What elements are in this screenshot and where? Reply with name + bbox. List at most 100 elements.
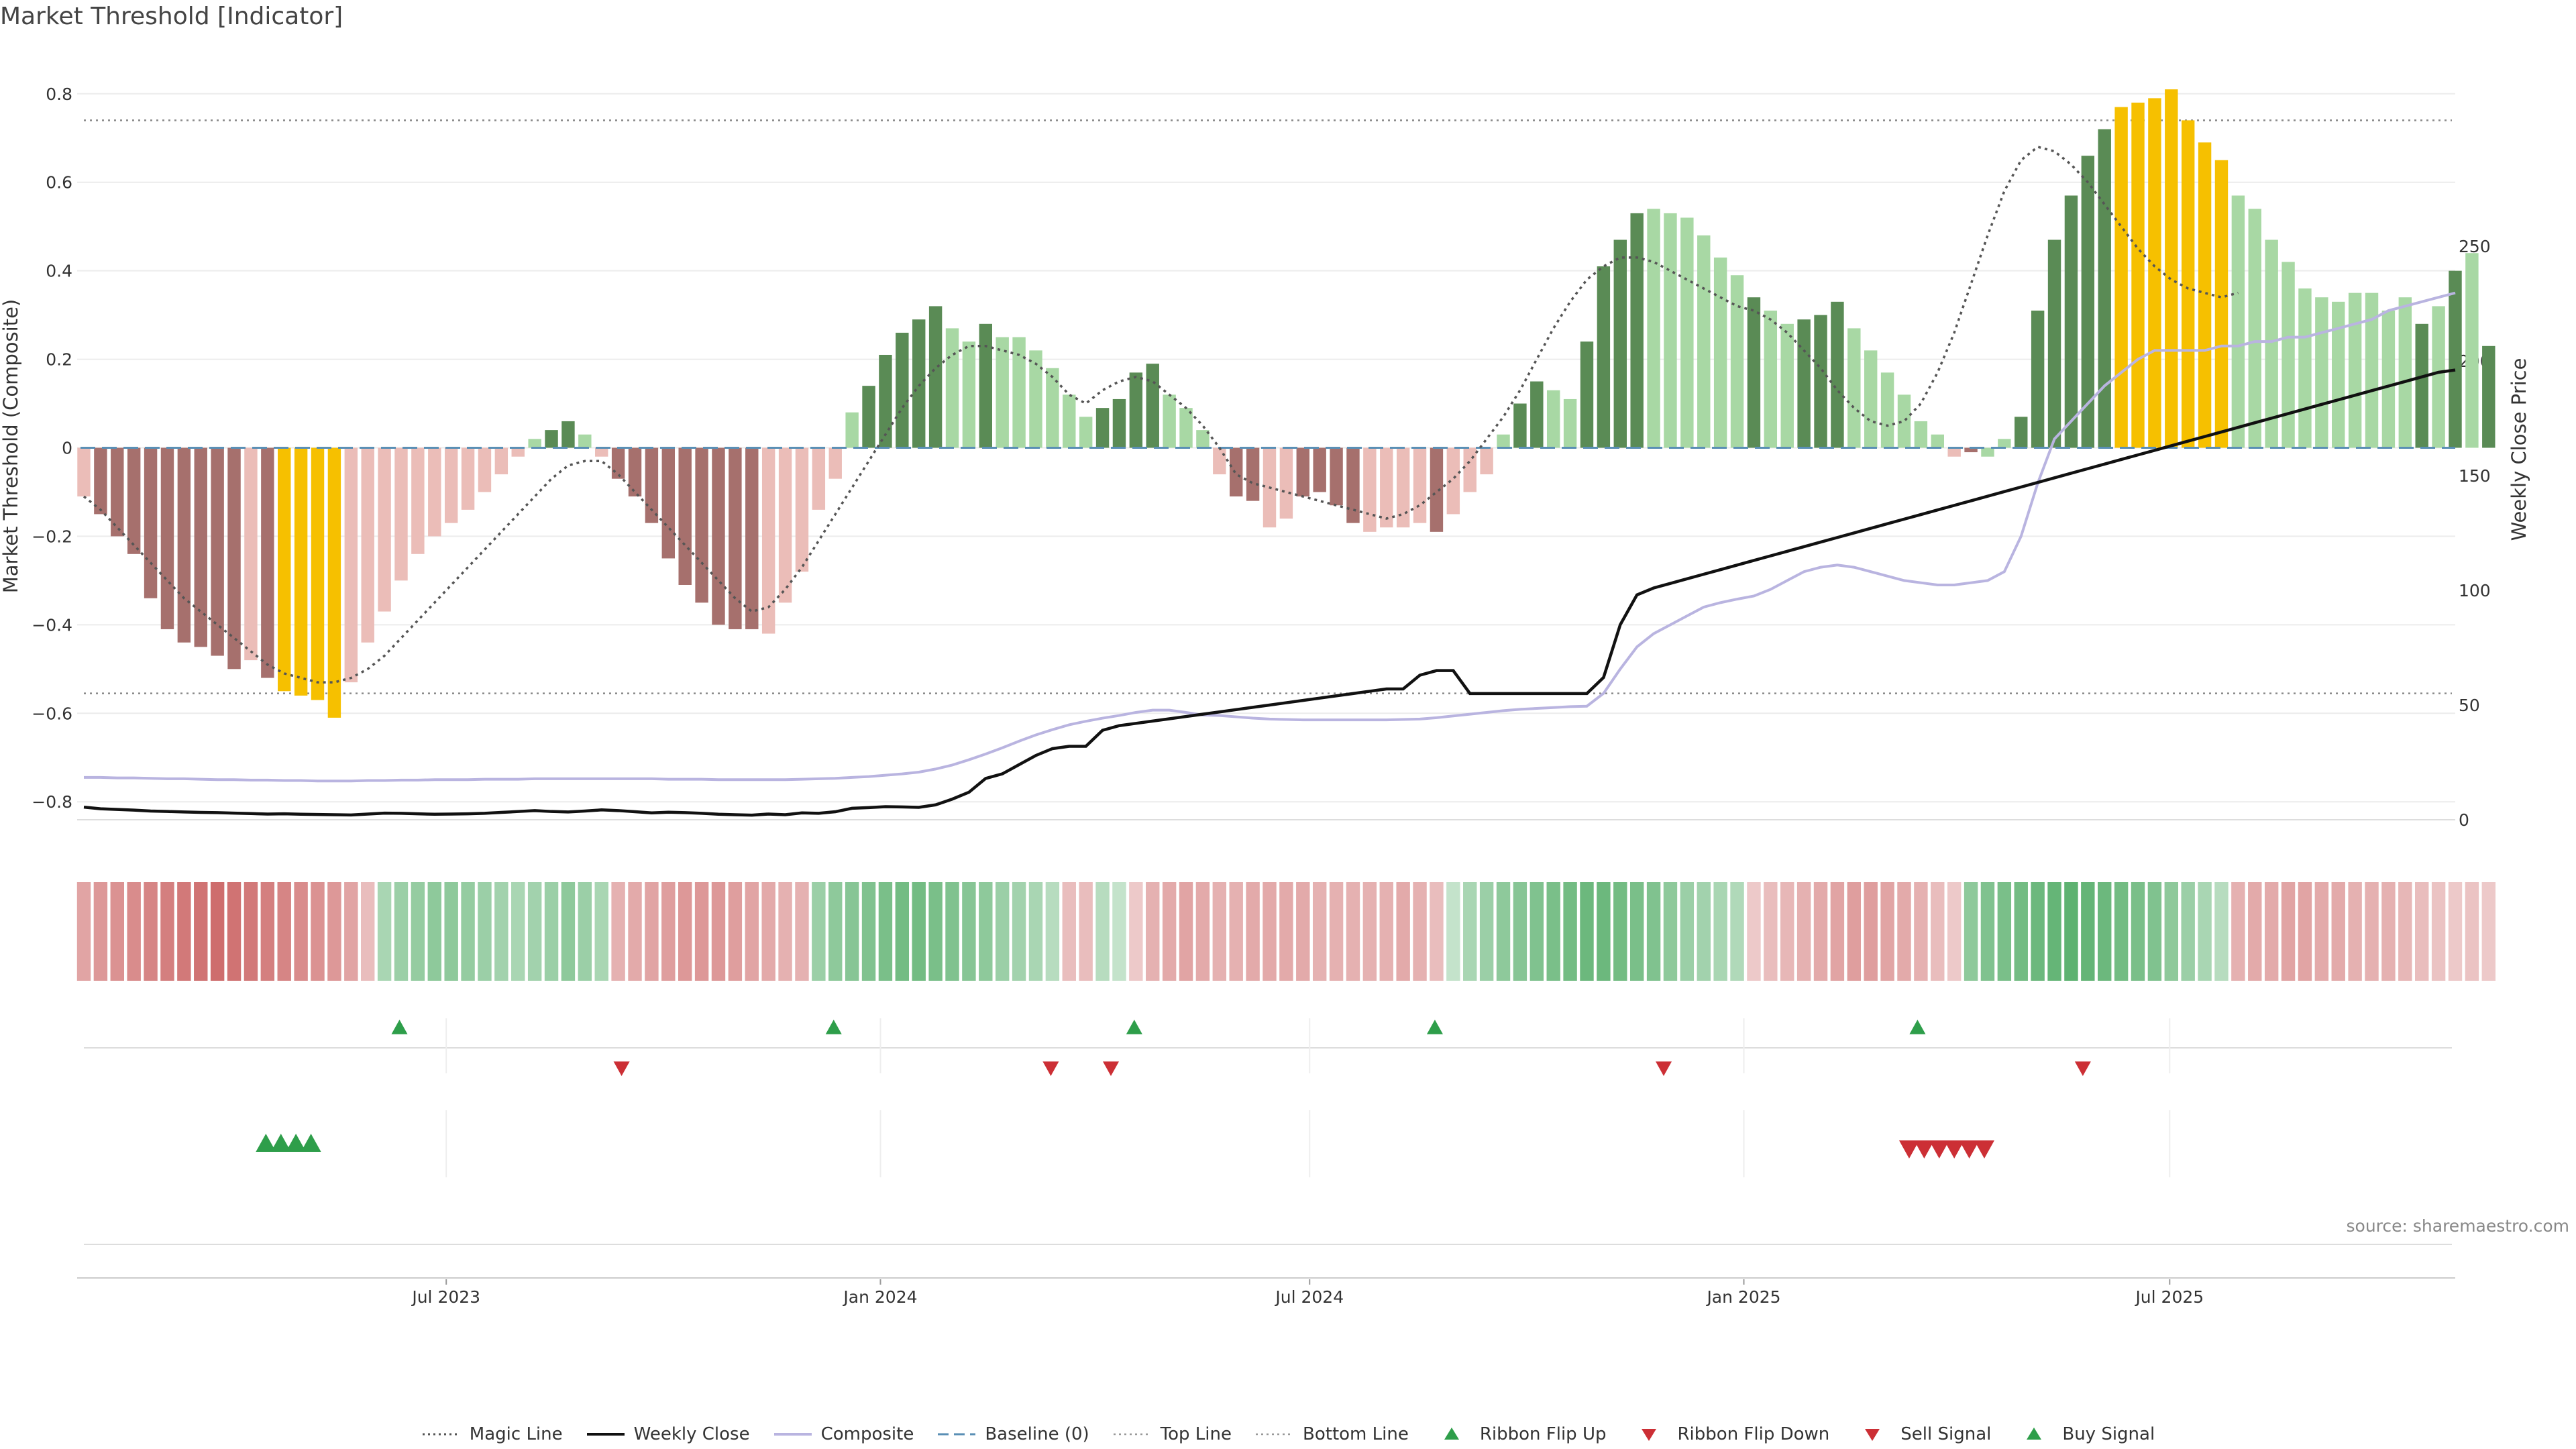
ribbon-cell <box>2031 882 2045 981</box>
y2-tick-label: 50 <box>2459 696 2480 715</box>
legend-item: Baseline (0) <box>936 1424 1089 1444</box>
ribbon-cell <box>1663 882 1678 981</box>
ribbon-cell <box>1713 882 1727 981</box>
composite-bar <box>361 447 374 643</box>
composite-bar <box>1831 301 1844 448</box>
ribbon-cell <box>1997 882 2012 981</box>
ribbon-flip-down-marker <box>1656 1061 1672 1076</box>
solid-line-icon <box>586 1433 625 1436</box>
up-triangle-icon <box>2027 1428 2042 1440</box>
ribbon-cell <box>962 882 976 981</box>
composite-bar <box>812 447 826 510</box>
sell-signal-marker <box>1898 1140 1919 1159</box>
ribbon-cell <box>1296 882 1310 981</box>
composite-bar <box>2047 239 2061 448</box>
ribbon-cell <box>1246 882 1260 981</box>
ribbon-cell <box>2064 882 2078 981</box>
ribbon-cell <box>544 882 559 981</box>
ribbon-cell <box>160 882 174 981</box>
composite-bar <box>945 328 959 448</box>
composite-bar <box>611 447 625 479</box>
composite-bar <box>912 319 926 448</box>
ribbon-cell <box>478 882 492 981</box>
composite-bar <box>678 447 692 585</box>
ribbon-cell <box>2298 882 2312 981</box>
ribbon-cell <box>1312 882 1327 981</box>
composite-bar <box>2298 288 2312 448</box>
composite-bar <box>1296 447 1309 497</box>
dashed-line-icon <box>938 1433 976 1436</box>
composite-bar <box>2015 417 2028 448</box>
ribbon-cell <box>2081 882 2095 981</box>
composite-bar <box>444 447 458 523</box>
ribbon-cell <box>611 882 625 981</box>
composite-bar <box>661 447 676 559</box>
ribbon-cell <box>527 882 542 981</box>
ribbon-cell <box>110 882 124 981</box>
ribbon-cell <box>645 882 659 981</box>
ribbon-cell <box>778 882 792 981</box>
light-dotted-line-icon <box>1113 1433 1151 1436</box>
ribbon-flip-up-marker <box>1426 1020 1443 1034</box>
ribbon-flip-down-marker <box>1103 1061 1120 1076</box>
ribbon-cell <box>1012 882 1026 981</box>
signals-panel <box>84 1134 2452 1245</box>
composite-bar <box>1764 311 1778 448</box>
ribbon-cell <box>2398 882 2412 981</box>
composite-bar <box>1230 447 1243 497</box>
composite-bar <box>1897 394 1911 448</box>
composite-bar <box>1713 257 1727 448</box>
y2-tick-label: 100 <box>2459 581 2491 600</box>
composite-bar <box>962 341 976 448</box>
up-triangle-icon <box>1444 1428 1459 1440</box>
composite-bar <box>1546 390 1560 448</box>
composite-bar <box>2214 160 2229 448</box>
ribbon-cell <box>1563 882 1577 981</box>
composite-bar <box>628 447 642 497</box>
ribbon-flip-up-marker <box>391 1020 408 1034</box>
composite-bar <box>1079 417 1093 448</box>
ribbon-flip-up-marker <box>1126 1020 1142 1034</box>
ribbon-cell <box>1212 882 1227 981</box>
ribbon-cell <box>461 882 475 981</box>
ribbon-cell <box>1730 882 1744 981</box>
legend-label: Buy Signal <box>2062 1424 2155 1444</box>
composite-bar <box>1613 239 1627 448</box>
ribbon-cell <box>511 882 525 981</box>
ribbon-cell <box>1463 882 1477 981</box>
composite-bar <box>160 447 174 629</box>
composite-bar <box>1112 398 1126 448</box>
ribbon-cell <box>260 882 275 981</box>
legend-label: Top Line <box>1160 1424 1232 1444</box>
ribbon-cell <box>2281 882 2296 981</box>
composite-bar <box>1330 447 1343 506</box>
y-tick-label: −0.4 <box>32 615 72 635</box>
legend-label: Magic Line <box>469 1424 563 1444</box>
composite-bar <box>127 447 141 554</box>
composite-bar <box>2449 270 2462 448</box>
legend-label: Bottom Line <box>1303 1424 1409 1444</box>
composite-bar <box>695 447 708 603</box>
ribbon-cell <box>1430 882 1444 981</box>
ribbon-cell <box>1062 882 1076 981</box>
ribbon-cell <box>76 882 91 981</box>
composite-bar <box>1747 297 1761 448</box>
buy-signal-marker <box>286 1134 307 1152</box>
composite-bar <box>2031 311 2045 448</box>
x-axis: Jul 2023 Jan 2024 Jul 2024 Jan 2025 Jul 2025 <box>77 1018 2455 1307</box>
y2-axis-label: Weekly Close Price <box>2508 358 2530 541</box>
source-label: source: sharemaestro.com <box>2346 1216 2570 1236</box>
ribbon-cell <box>327 882 341 981</box>
composite-bar <box>1463 447 1477 492</box>
ribbon-cell <box>1980 882 1995 981</box>
composite-bar <box>378 447 391 612</box>
ribbon-cell <box>2365 882 2379 981</box>
ribbon-cell <box>828 882 843 981</box>
buy-signal-marker <box>270 1134 291 1152</box>
composite-bar <box>1363 447 1377 532</box>
composite-bar <box>1780 323 1794 448</box>
composite-bar <box>2332 301 2345 448</box>
composite-bar <box>2198 142 2212 448</box>
composite-bar <box>1998 439 2011 448</box>
